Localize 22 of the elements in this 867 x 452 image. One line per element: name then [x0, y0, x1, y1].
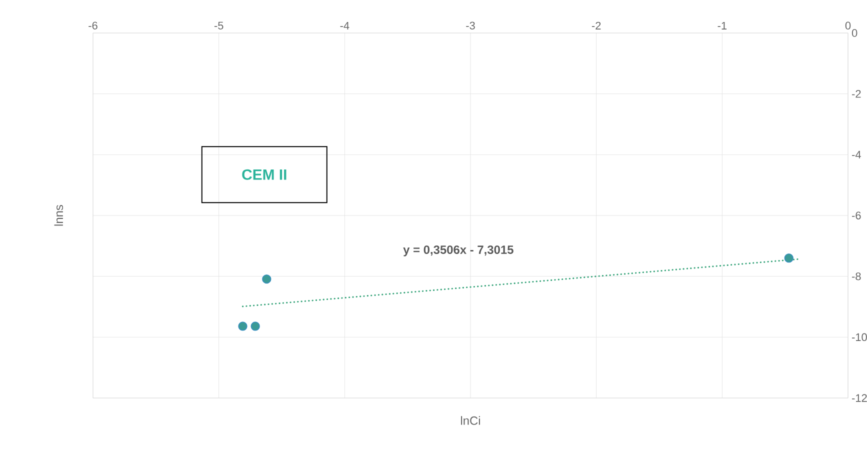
point — [262, 274, 272, 284]
y-tick-label: -12 — [852, 394, 867, 402]
y-tick-label: -8 — [852, 272, 861, 280]
x-tick-label: -2 — [592, 22, 601, 30]
point — [784, 254, 794, 263]
y-tick-label: -6 — [852, 212, 861, 220]
x-tick-label: -1 — [718, 22, 727, 30]
x-tick-label: -4 — [340, 22, 350, 30]
x-tick-label: 0 — [845, 22, 851, 30]
x-tick-label: -5 — [214, 22, 224, 30]
x-tick-label: -3 — [466, 22, 475, 30]
y-tick-label: 0 — [852, 29, 858, 37]
point — [238, 322, 248, 331]
y-axis-title: lnns — [54, 204, 64, 226]
x-axis-title: lnCi — [461, 416, 480, 425]
x-tick-label: -6 — [88, 22, 98, 30]
y-tick-label: -10 — [852, 333, 867, 342]
annotation: y = 0,3506x - 7,3015 — [403, 245, 514, 256]
y-tick-label: -4 — [852, 150, 861, 158]
point — [250, 322, 260, 331]
y-tick-label: -2 — [852, 90, 861, 98]
annotation: CEM II — [242, 169, 286, 180]
